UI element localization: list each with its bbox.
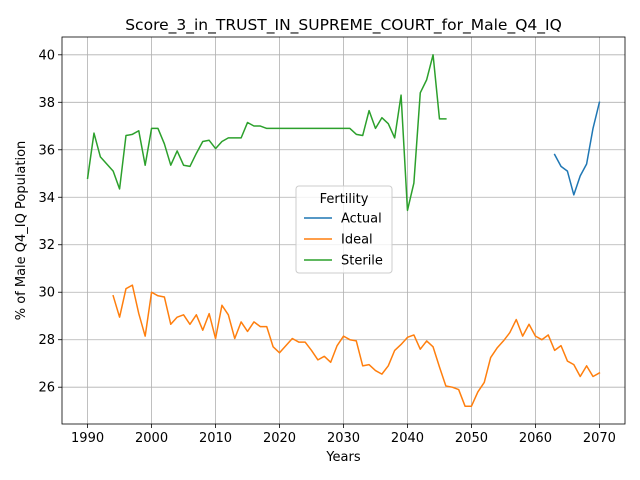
x-tick-label: 2040 [391,431,424,446]
x-tick-label: 1990 [71,431,104,446]
x-tick-label: 2010 [199,431,232,446]
legend-label-ideal: Ideal [341,233,373,248]
series-line-ideal [112,284,601,407]
legend-title: Fertility [320,192,369,207]
x-tick-label: 2030 [327,431,360,446]
y-axis-label: % of Male Q4_IQ Population [14,141,29,321]
legend: Fertility Actual Ideal Sterile [295,185,393,274]
y-tick-label: 36 [38,143,55,158]
y-tick-label: 26 [38,381,55,396]
series-line-actual [553,101,601,196]
legend-items: Actual Ideal Sterile [304,212,383,269]
y-tick-label: 40 [38,48,55,63]
legend-box [295,185,393,274]
x-tick-label: 2060 [519,431,552,446]
series-lines [86,54,601,407]
x-axis-label: Years [325,450,361,465]
x-tick-label: 2000 [135,431,168,446]
y-tick-label: 34 [38,191,55,206]
y-tick-label: 32 [38,238,55,253]
x-tick-label: 2020 [263,431,296,446]
axis-ticks: 1990 2000 2010 2020 2030 2040 2050 2060 2070 26 28… [38,48,616,446]
y-tick-label: 28 [38,333,55,348]
legend-label-actual: Actual [341,212,382,227]
y-tick-label: 38 [38,96,55,111]
legend-label-sterile: Sterile [341,254,383,269]
x-tick-label: 2050 [455,431,488,446]
y-tick-label: 30 [38,286,55,301]
chart-title: Score_3_in_TRUST_IN_SUPREME_COURT_for_Ma… [125,16,562,35]
x-tick-label: 2070 [583,431,616,446]
series-line-sterile [86,54,447,212]
